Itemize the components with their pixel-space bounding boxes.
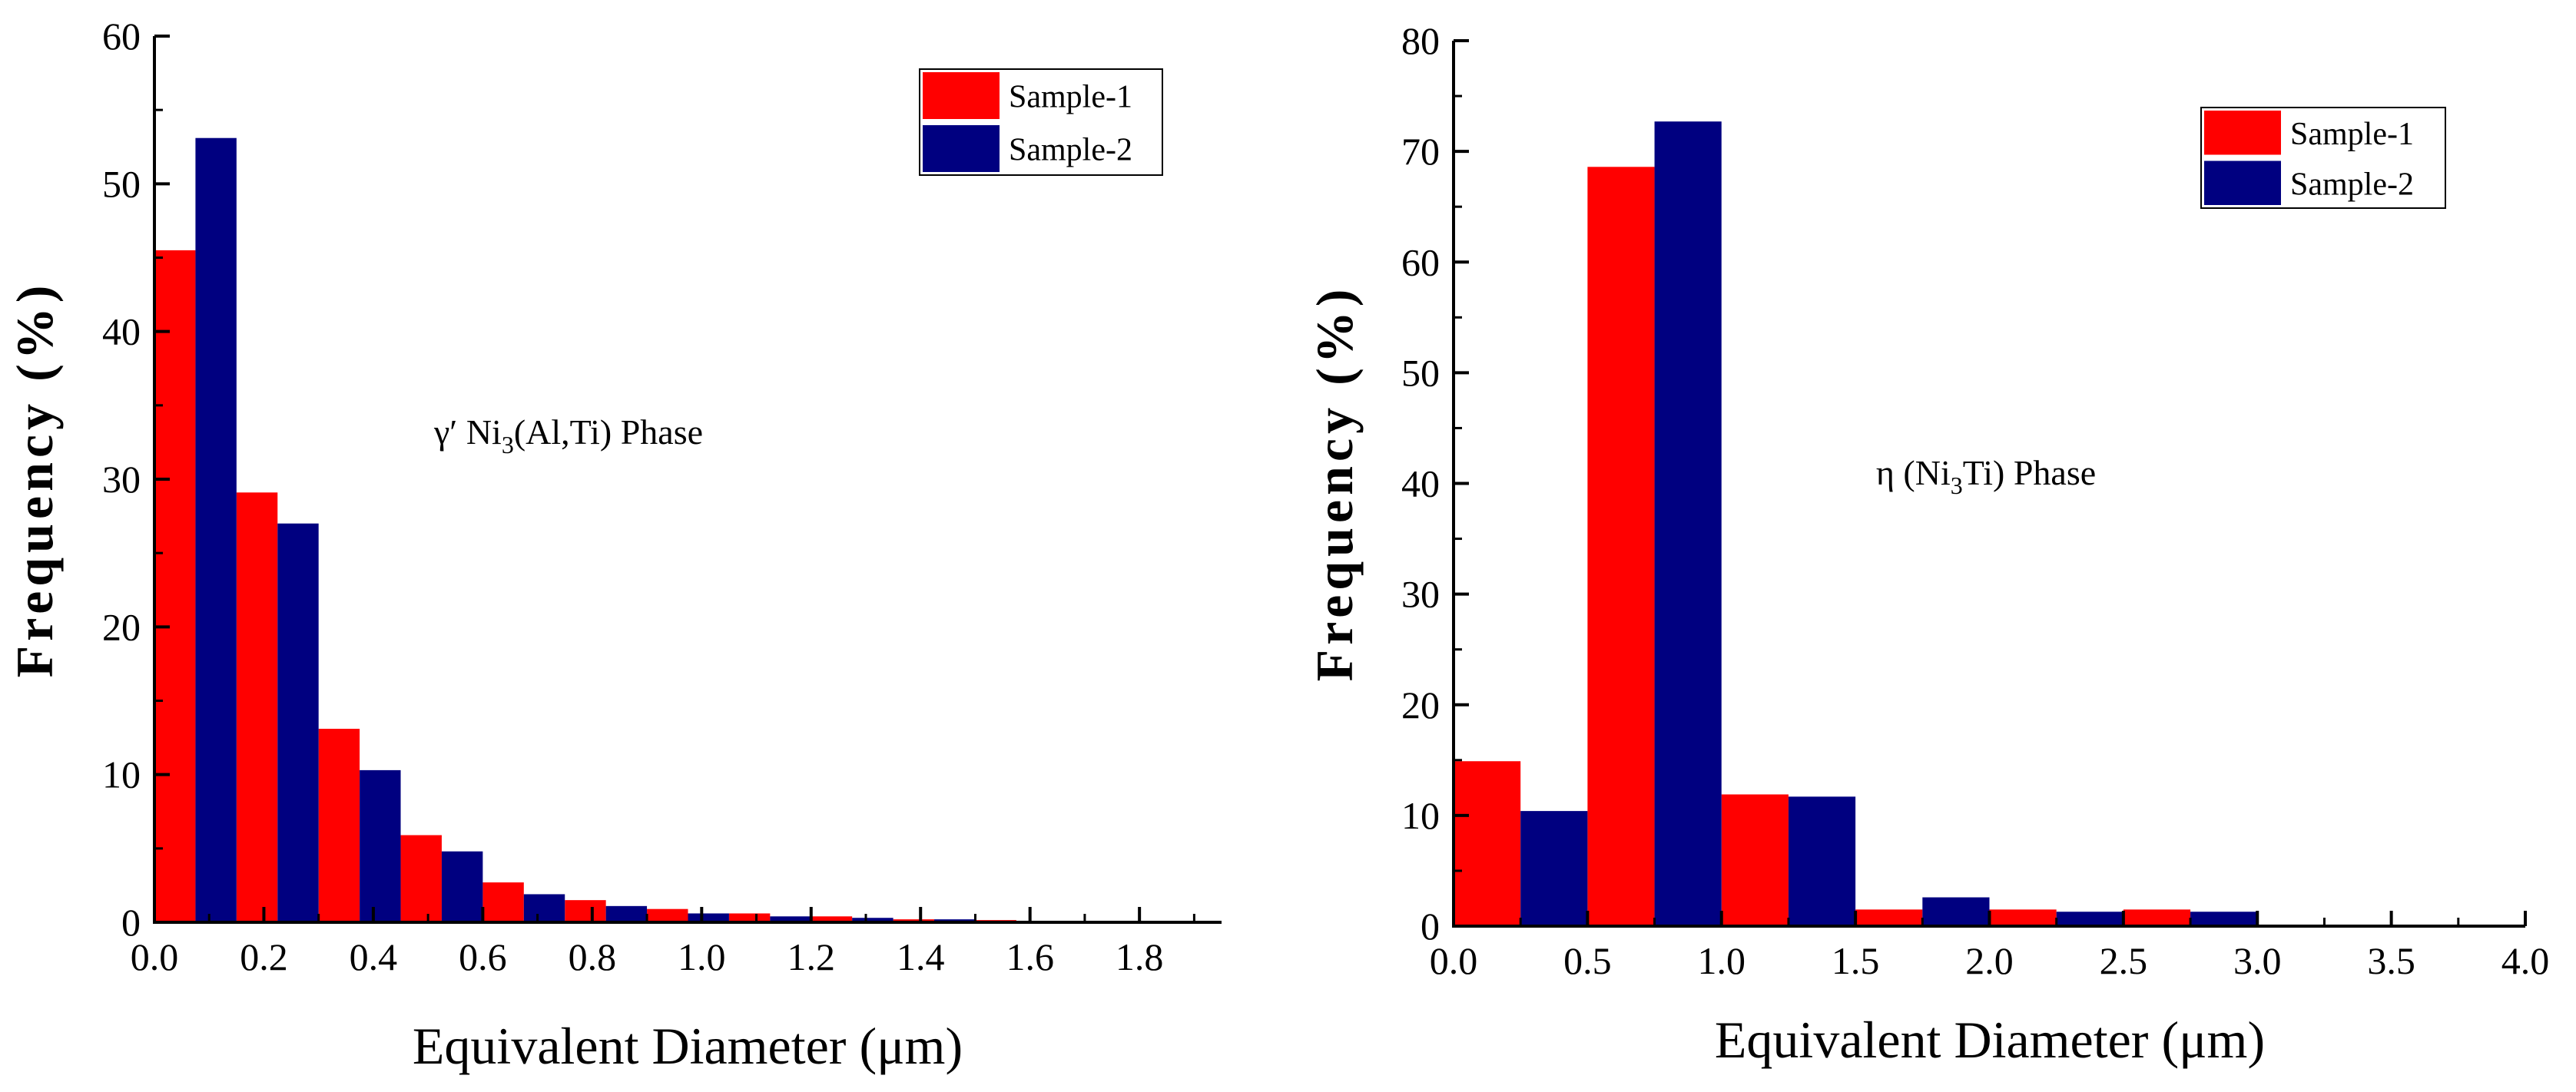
annotation-post: (Al,Ti) Phase xyxy=(514,412,703,452)
bar-sample-1-bin-4 xyxy=(1989,909,2057,926)
x-tick-label: 1.0 xyxy=(1698,939,1746,982)
y-tick-label: 10 xyxy=(1401,794,1440,837)
legend-label: Sample-2 xyxy=(1009,133,1132,168)
x-tick-label: 0.0 xyxy=(131,935,179,978)
bar-sample-2-bin-3 xyxy=(441,851,483,922)
bar-sample-1-bin-3 xyxy=(400,835,442,922)
y-tick-label: 20 xyxy=(1401,683,1440,726)
x-tick-label: 1.4 xyxy=(897,935,945,978)
bar-sample-1-bin-5 xyxy=(2123,909,2191,926)
bar-sample-2-bin-3 xyxy=(1922,897,1990,926)
legend-swatch-sample-1 xyxy=(2204,111,2281,155)
bar-sample-1-bin-0 xyxy=(154,250,196,923)
y-tick-label: 60 xyxy=(102,15,141,58)
y-tick-label: 0 xyxy=(121,901,141,944)
y-tick-label: 40 xyxy=(102,310,141,353)
bar-sample-2-bin-0 xyxy=(195,137,237,922)
bar-sample-2-bin-1 xyxy=(1654,121,1722,927)
x-tick-label: 0.6 xyxy=(459,935,507,978)
x-tick-label: 0.0 xyxy=(1430,939,1478,982)
legend: Sample-1 Sample-2 xyxy=(2200,107,2446,209)
bar-sample-2-bin-4 xyxy=(523,894,565,922)
bar-sample-1-bin-8 xyxy=(811,916,853,922)
x-tick-label: 1.6 xyxy=(1006,935,1054,978)
x-tick-label: 2.0 xyxy=(1965,939,2014,982)
bar-sample-1-bin-5 xyxy=(565,900,606,922)
bar-sample-2-bin-4 xyxy=(2056,912,2123,926)
bar-sample-1-bin-2 xyxy=(1721,794,1789,926)
annotation-pre: γ′ Ni xyxy=(433,412,502,452)
x-axis-title: Equivalent Diameter (μm) xyxy=(1715,1011,2265,1069)
legend-swatch-sample-2 xyxy=(923,125,1000,172)
y-tick-label: 10 xyxy=(102,753,141,796)
x-tick-label: 4.0 xyxy=(2501,939,2550,982)
legend-swatch-sample-1 xyxy=(923,72,1000,119)
bar-sample-2-bin-6 xyxy=(688,913,729,922)
bar-sample-1-bin-1 xyxy=(1587,167,1655,927)
annotation-subscript: 3 xyxy=(1951,472,1963,499)
bar-sample-2-bin-8 xyxy=(852,918,893,922)
bar-sample-1-bin-6 xyxy=(647,908,688,922)
bar-sample-2-bin-0 xyxy=(1520,811,1588,926)
x-tick-label: 3.5 xyxy=(2367,939,2415,982)
annotation-pre: η (Ni xyxy=(1876,453,1951,492)
annotation-subscript: 3 xyxy=(502,431,514,458)
legend-label: Sample-1 xyxy=(1009,80,1132,115)
y-tick-label: 50 xyxy=(102,162,141,205)
y-tick-label: 70 xyxy=(1401,130,1440,173)
x-tick-label: 0.4 xyxy=(350,935,398,978)
y-axis-title: Frequency (%) xyxy=(5,281,64,678)
annotation-post: Ti) Phase xyxy=(1963,453,2096,492)
phase-annotation: η (Ni3Ti) Phase xyxy=(1876,453,2096,499)
bar-sample-2-bin-7 xyxy=(770,916,811,922)
phase-annotation: γ′ Ni3(Al,Ti) Phase xyxy=(433,412,703,458)
bar-sample-2-bin-2 xyxy=(1788,796,1856,926)
y-tick-label: 30 xyxy=(102,458,141,501)
bar-sample-2-bin-1 xyxy=(277,523,319,922)
bar-sample-2-bin-2 xyxy=(360,769,401,922)
bar-sample-1-bin-4 xyxy=(482,882,524,922)
gamma-prime-histogram: 0 10 20 30 40 50 60 0.0 0.2 0.4 0.6 0.8 1.0 1.2 1.4 1.6… xyxy=(5,15,1222,1075)
x-tick-label: 1.8 xyxy=(1116,935,1164,978)
y-tick-label: 30 xyxy=(1401,573,1440,616)
y-axis-title: Frequency (%) xyxy=(1305,285,1364,682)
y-tick-label: 0 xyxy=(1421,905,1440,948)
bar-sample-2-bin-5 xyxy=(605,905,648,922)
y-tick-label: 50 xyxy=(1401,351,1440,394)
y-tick-label: 60 xyxy=(1401,240,1440,283)
y-tick-label: 80 xyxy=(1401,19,1440,62)
x-tick-label: 1.0 xyxy=(678,935,726,978)
bar-sample-1-bin-3 xyxy=(1855,909,1923,926)
x-tick-label: 0.2 xyxy=(240,935,288,978)
x-tick-label: 1.2 xyxy=(787,935,836,978)
bar-sample-1-bin-1 xyxy=(236,492,278,922)
y-tick-label: 20 xyxy=(102,605,141,648)
y-tick-label: 40 xyxy=(1401,462,1440,505)
x-tick-label: 1.5 xyxy=(1832,939,1880,982)
bar-sample-2-bin-5 xyxy=(2190,912,2258,926)
legend-label: Sample-1 xyxy=(2290,117,2414,152)
x-axis-title: Equivalent Diameter (μm) xyxy=(413,1017,963,1075)
bar-sample-1-bin-7 xyxy=(728,913,771,922)
x-tick-label: 2.5 xyxy=(2100,939,2148,982)
legend-label: Sample-2 xyxy=(2290,167,2414,202)
eta-phase-histogram: 0 10 20 30 40 50 60 70 80 0.0 0.5 1.0 1.5 2.0 2.5 3.0 3.… xyxy=(1305,19,2549,1069)
legend-swatch-sample-2 xyxy=(2204,160,2281,205)
legend: Sample-1 Sample-2 xyxy=(919,68,1163,176)
x-tick-label: 0.8 xyxy=(569,935,617,978)
x-tick-label: 3.0 xyxy=(2233,939,2282,982)
x-tick-label: 0.5 xyxy=(1563,939,1612,982)
bar-sample-1-bin-2 xyxy=(318,729,360,922)
bar-sample-1-bin-0 xyxy=(1454,761,1521,926)
